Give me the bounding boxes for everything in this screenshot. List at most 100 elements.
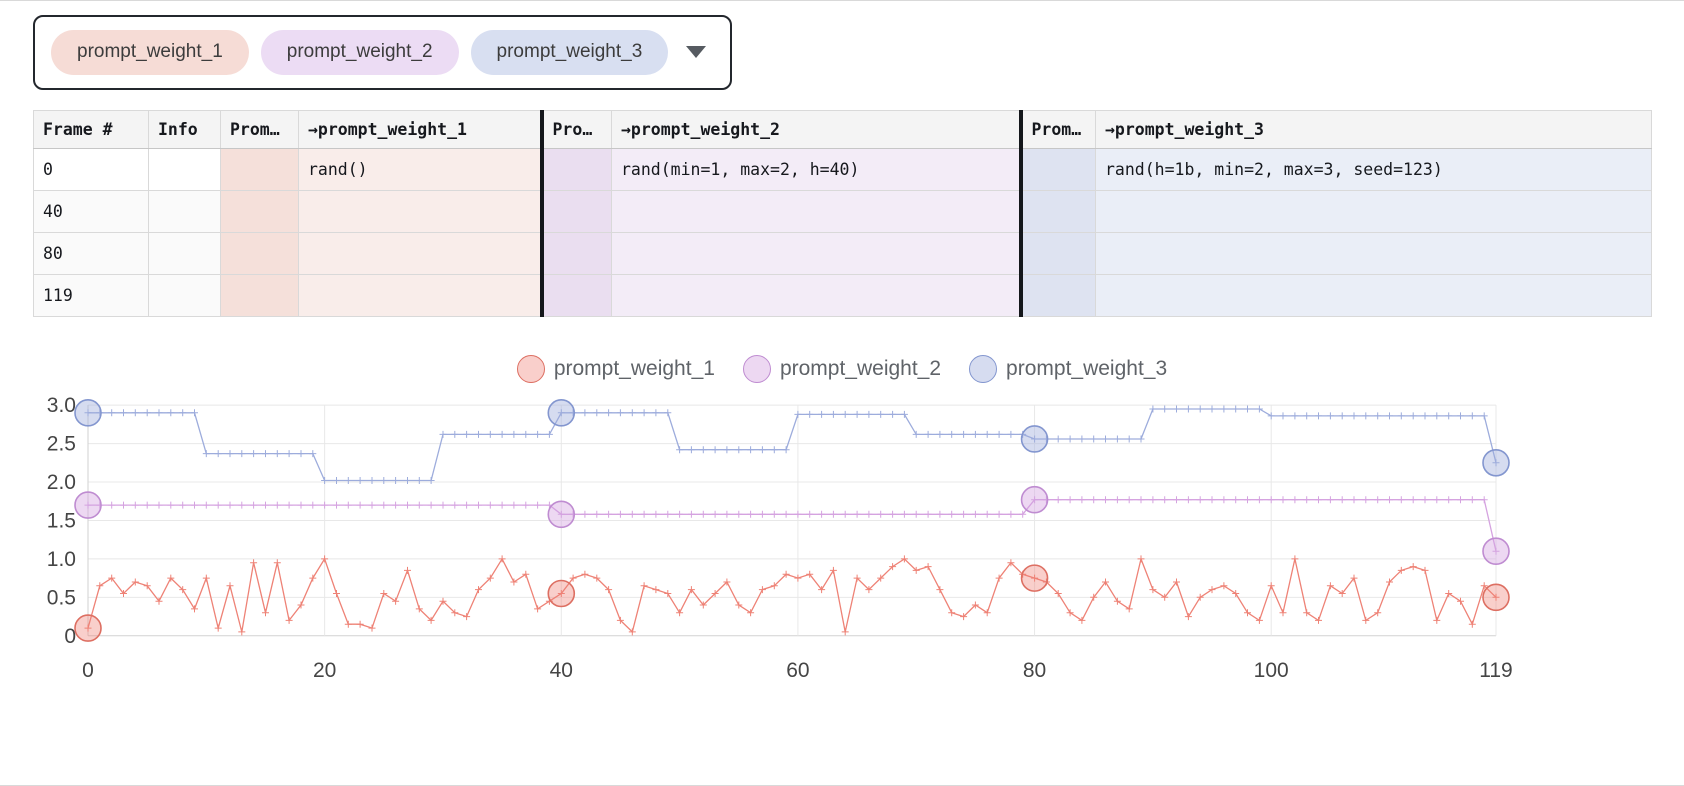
keyframe-prompt_weight_2-0[interactable] [74,491,102,519]
legend-swatch-prompt_weight_3 [969,354,998,383]
legend-item-prompt_weight_3[interactable]: prompt_weight_3 [969,354,1168,383]
cell-frame-frame-119[interactable]: 119 [33,273,149,317]
svg-text:80: 80 [1023,659,1046,682]
series-line-prompt_weight_2 [88,498,1497,552]
keyframe-prompt_weight_2-80[interactable] [1020,485,1049,514]
table-row: 0 rand() rand(min=1, max=2, h=40) rand(h=1b… [33,147,1652,191]
cell-prom1-frame-119[interactable] [220,273,299,317]
cell-pw3-frame-0[interactable]: rand(h=1b, min=2, max=3, seed=123) [1095,147,1652,191]
cell-prom3-frame-40[interactable] [1020,189,1096,233]
legend-label-prompt_weight_1: prompt_weight_1 [553,356,715,380]
cell-prom3-frame-0[interactable] [1020,147,1096,191]
svg-text:20: 20 [313,659,336,682]
chart-plot[interactable]: 0 0.5 1.0 1.5 2.0 2.5 3.0 0 20 40 60 80 100 119 [30,385,1520,685]
series-prompt_weight_2 [74,485,1510,565]
legend-swatch-prompt_weight_2 [742,354,771,383]
chart-plot-wrap: 0 0.5 1.0 1.5 2.0 2.5 3.0 0 20 40 60 80 100 119 [30,385,1684,690]
svg-text:0: 0 [82,659,94,682]
cell-pw2-frame-80[interactable] [611,231,1023,275]
cell-prom2-frame-0[interactable] [541,147,612,191]
col-header-pw3[interactable]: →prompt_weight_3 [1095,109,1652,149]
cell-pw2-frame-119[interactable] [611,273,1023,317]
svg-text:40: 40 [550,659,573,682]
tag-prompt_weight_2[interactable]: prompt_weight_2 [260,30,459,75]
cell-pw3-frame-119[interactable] [1095,273,1652,317]
keyframe-prompt_weight_3-40[interactable] [547,398,576,427]
cell-info-frame-40[interactable] [148,189,221,233]
svg-text:0.5: 0.5 [47,586,76,609]
chart-axis-labels: 0 0.5 1.0 1.5 2.0 2.5 3.0 0 20 40 60 80 100 119 [47,394,1513,682]
series-markers-prompt_weight_1 [84,555,1500,636]
col-header-prom3[interactable]: Prom… [1020,109,1096,149]
legend-item-prompt_weight_1[interactable]: prompt_weight_1 [516,354,715,383]
table-body: 0 rand() rand(min=1, max=2, h=40) rand(h=1b… [33,147,1652,317]
cell-prom2-frame-119[interactable] [541,273,612,317]
table-row: 80 [33,231,1652,275]
cell-pw2-frame-0[interactable]: rand(min=1, max=2, h=40) [611,147,1023,191]
cell-frame-frame-80[interactable]: 80 [33,231,149,275]
cell-pw2-frame-40[interactable] [611,189,1023,233]
legend-label-prompt_weight_3: prompt_weight_3 [1006,356,1168,380]
cell-prom3-frame-80[interactable] [1020,231,1096,275]
keyframe-prompt_weight_3-119[interactable] [1482,448,1510,477]
cell-prom1-frame-0[interactable] [220,147,299,191]
cell-prom2-frame-40[interactable] [541,189,612,233]
svg-text:60: 60 [786,659,809,682]
legend-label-prompt_weight_2: prompt_weight_2 [779,356,942,380]
cell-prom2-frame-80[interactable] [541,231,612,275]
cell-info-frame-80[interactable] [148,231,221,275]
chart-legend: prompt_weight_1 prompt_weight_2 prompt_wei… [0,354,1684,383]
series-line-prompt_weight_1 [87,556,1497,633]
cell-info-frame-0[interactable] [148,147,221,191]
keyframe-prompt_weight_1-40[interactable] [547,579,576,608]
cell-prom1-frame-40[interactable] [220,189,299,233]
svg-text:2.0: 2.0 [47,471,76,494]
cell-pw1-frame-119[interactable] [298,273,544,317]
svg-text:3.0: 3.0 [47,394,76,417]
tag-prompt_weight_3[interactable]: prompt_weight_3 [470,30,669,75]
table-row: 119 [33,273,1652,317]
col-header-prom2[interactable]: Prom… [541,109,612,149]
svg-text:0: 0 [64,625,76,648]
cell-frame-frame-40[interactable]: 40 [33,189,149,233]
series-prompt_weight_1 [74,555,1510,642]
legend-swatch-prompt_weight_1 [516,354,545,383]
cell-pw1-frame-40[interactable] [298,189,544,233]
svg-text:1.0: 1.0 [47,548,76,571]
cell-pw3-frame-80[interactable] [1095,231,1652,275]
keyframe-tags-panel: prompt_weight_1 prompt_weight_2 prompt_wei… [33,15,733,90]
cell-prom1-frame-80[interactable] [220,231,299,275]
table-head: Frame # Info Prom… →prompt_weight_1 Prom… →pr… [33,109,1652,149]
tag-prompt_weight_1[interactable]: prompt_weight_1 [51,30,249,75]
table-header-row: Frame # Info Prom… →prompt_weight_1 Prom… →pr… [33,109,1652,149]
col-header-prom1[interactable]: Prom… [220,109,299,149]
col-header-pw2[interactable]: →prompt_weight_2 [611,109,1023,149]
frames-table: Frame # Info Prom… →prompt_weight_1 Prom… →pr… [33,109,1652,317]
cell-frame-frame-0[interactable]: 0 [33,147,149,191]
cell-pw3-frame-40[interactable] [1095,189,1652,233]
keyframe-prompt_weight_3-0[interactable] [74,398,102,427]
keyframe-prompt_weight_3-80[interactable] [1020,424,1049,453]
cell-prom3-frame-119[interactable] [1020,273,1096,317]
cell-pw1-frame-0[interactable]: rand() [298,147,544,191]
col-header-info[interactable]: Info [148,109,221,149]
svg-text:119: 119 [1479,659,1512,682]
legend-item-prompt_weight_2[interactable]: prompt_weight_2 [742,354,942,383]
cell-info-frame-119[interactable] [148,273,221,317]
cell-pw1-frame-80[interactable] [298,231,544,275]
col-header-pw1[interactable]: →prompt_weight_1 [298,109,544,149]
col-header-frame[interactable]: Frame # [33,109,149,149]
chevron-down-icon[interactable] [686,46,707,59]
keyframe-prompt_weight_1-119[interactable] [1482,583,1510,611]
series-line-prompt_weight_3 [88,408,1497,481]
keyframe-prompt_weight_1-80[interactable] [1020,564,1049,592]
frames-table-wrap: Frame # Info Prom… →prompt_weight_1 Prom… →pr… [33,109,1652,317]
svg-text:100: 100 [1254,659,1289,682]
keyframe-prompt_weight_2-40[interactable] [547,500,576,528]
keyframe-prompt_weight_2-119[interactable] [1482,537,1510,565]
series-prompt_weight_3 [74,398,1510,484]
svg-text:2.5: 2.5 [47,432,76,455]
series-markers-prompt_weight_3 [84,405,1500,484]
keyframe-prompt_weight_1-0[interactable] [74,614,102,642]
